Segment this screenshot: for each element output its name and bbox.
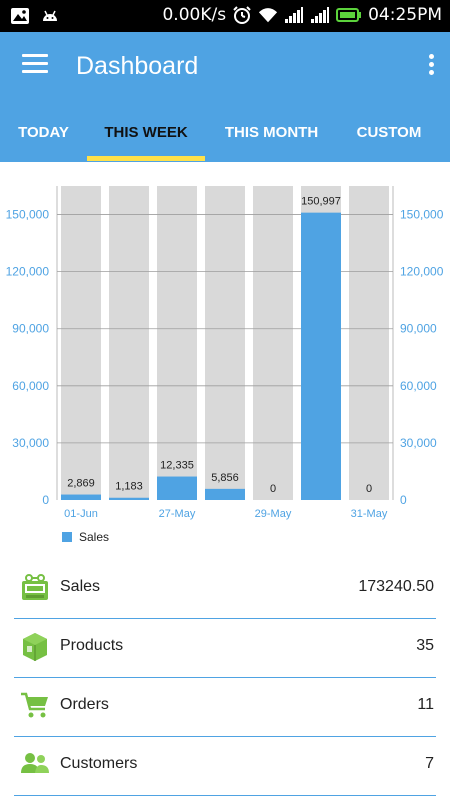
network-speed: 0.00K/s bbox=[162, 5, 227, 25]
data-label: 12,335 bbox=[160, 460, 194, 472]
y-tick-label-right: 90,000 bbox=[400, 322, 437, 336]
bar-background bbox=[205, 186, 245, 500]
y-tick-label-right: 0 bbox=[400, 493, 407, 507]
app-bar: Dashboard TODAY THIS WEEK THIS MONTH CUS… bbox=[0, 32, 450, 162]
summary-value: 35 bbox=[416, 637, 434, 654]
x-tick-label: 29-May bbox=[255, 508, 292, 520]
data-label: 150,997 bbox=[301, 196, 341, 208]
customers-icon bbox=[21, 753, 49, 773]
divider bbox=[14, 736, 436, 737]
summary-label: Orders bbox=[60, 696, 109, 713]
summary-label: Products bbox=[60, 637, 124, 654]
bar-background bbox=[61, 186, 101, 500]
bar-background bbox=[109, 186, 149, 500]
y-tick-label-right: 150,000 bbox=[400, 208, 444, 222]
bar-background bbox=[349, 186, 389, 500]
data-bar bbox=[61, 494, 101, 500]
tab-today[interactable]: TODAY bbox=[18, 124, 69, 141]
data-bar bbox=[109, 497, 149, 500]
y-tick-label-left: 120,000 bbox=[6, 265, 50, 279]
y-tick-label-right: 60,000 bbox=[400, 379, 437, 393]
more-vertical-icon[interactable] bbox=[426, 54, 436, 80]
summary-row-sales[interactable]: Sales 173240.50 bbox=[0, 560, 450, 619]
tab-this-month[interactable]: THIS MONTH bbox=[224, 124, 319, 141]
data-label: 0 bbox=[366, 483, 372, 495]
data-bar bbox=[157, 476, 197, 500]
summary-value: 11 bbox=[417, 696, 434, 713]
divider bbox=[14, 618, 436, 619]
y-tick-label-left: 90,000 bbox=[12, 322, 49, 336]
summary-label: Sales bbox=[60, 578, 101, 595]
summary-row-customers[interactable]: Customers 7 bbox=[0, 737, 450, 796]
y-tick-label-left: 30,000 bbox=[12, 436, 49, 450]
wifi-icon bbox=[258, 8, 278, 23]
summary-row-orders[interactable]: Orders 11 bbox=[0, 678, 450, 737]
bar-background bbox=[157, 186, 197, 500]
data-label: 1,183 bbox=[115, 481, 143, 493]
summary-label: Customers bbox=[60, 755, 138, 772]
tab-custom[interactable]: CUSTOM bbox=[356, 124, 422, 141]
y-tick-label-right: 30,000 bbox=[400, 436, 437, 450]
hamburger-menu-icon[interactable] bbox=[22, 54, 48, 78]
image-icon bbox=[11, 8, 29, 24]
signal-icon bbox=[285, 7, 304, 23]
legend-label: Sales bbox=[79, 530, 109, 544]
signal-icon bbox=[311, 7, 330, 23]
register-icon bbox=[22, 574, 48, 600]
sales-bar-chart: 0 0 30,000 30,000 60,000 60,000 90,000 90,000 12… bbox=[6, 186, 444, 544]
summary-value: 173240.50 bbox=[358, 578, 434, 595]
divider bbox=[14, 795, 436, 796]
data-label: 2,869 bbox=[67, 478, 95, 490]
status-bar: 0.00K/s 04:25 bbox=[0, 0, 450, 32]
tab-this-week[interactable]: THIS WEEK bbox=[104, 124, 188, 141]
y-tick-label-left: 0 bbox=[42, 493, 49, 507]
sales-chart: 0 0 30,000 30,000 60,000 60,000 90,000 90,000 12… bbox=[0, 162, 450, 562]
page-title: Dashboard bbox=[76, 52, 199, 80]
data-bar bbox=[301, 212, 341, 500]
x-tick-label: 31-May bbox=[351, 508, 388, 520]
y-tick-label-right: 120,000 bbox=[400, 265, 444, 279]
battery-icon bbox=[336, 8, 362, 22]
data-label: 0 bbox=[270, 483, 276, 495]
tab-indicator bbox=[87, 156, 205, 161]
summary-row-products[interactable]: Products 35 bbox=[0, 619, 450, 678]
status-time: 04:25PM bbox=[368, 5, 442, 25]
android-icon bbox=[43, 10, 57, 21]
tab-bar: TODAY THIS WEEK THIS MONTH CUSTOM bbox=[0, 120, 450, 162]
data-bar bbox=[205, 488, 245, 500]
y-tick-label-left: 60,000 bbox=[12, 379, 49, 393]
alarm-icon bbox=[233, 6, 251, 24]
bar-background bbox=[253, 186, 293, 500]
shopping-cart-icon bbox=[21, 692, 48, 718]
data-label: 5,856 bbox=[211, 472, 239, 484]
x-tick-label: 27-May bbox=[159, 508, 196, 520]
package-icon bbox=[23, 633, 47, 661]
x-tick-label: 01-Jun bbox=[64, 508, 98, 520]
divider bbox=[14, 677, 436, 678]
y-tick-label-left: 150,000 bbox=[6, 208, 50, 222]
legend-swatch bbox=[62, 532, 72, 542]
summary-value: 7 bbox=[425, 755, 434, 772]
